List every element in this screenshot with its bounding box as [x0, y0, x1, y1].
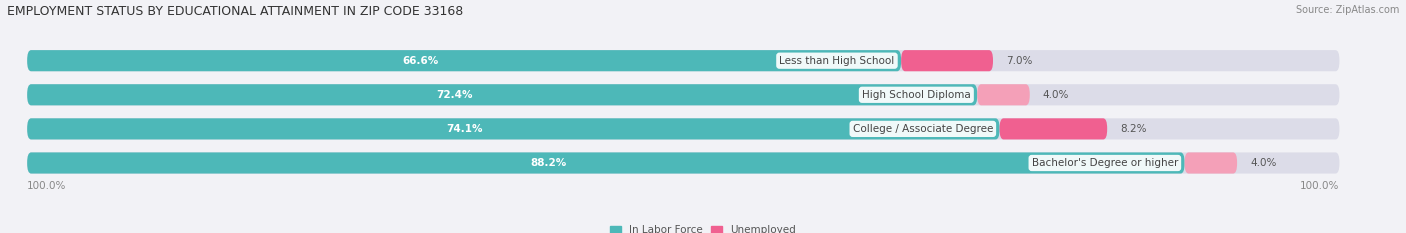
FancyBboxPatch shape	[901, 50, 993, 71]
FancyBboxPatch shape	[977, 84, 1029, 105]
FancyBboxPatch shape	[27, 50, 901, 71]
Text: 74.1%: 74.1%	[447, 124, 484, 134]
Text: 100.0%: 100.0%	[27, 181, 66, 191]
Text: 100.0%: 100.0%	[1301, 181, 1340, 191]
Text: 72.4%: 72.4%	[436, 90, 472, 100]
Text: Source: ZipAtlas.com: Source: ZipAtlas.com	[1295, 5, 1399, 15]
Text: 66.6%: 66.6%	[402, 56, 439, 66]
Text: Less than High School: Less than High School	[779, 56, 894, 66]
FancyBboxPatch shape	[27, 118, 1340, 140]
FancyBboxPatch shape	[1000, 118, 1107, 140]
Text: College / Associate Degree: College / Associate Degree	[852, 124, 993, 134]
FancyBboxPatch shape	[27, 84, 977, 105]
FancyBboxPatch shape	[27, 84, 1340, 105]
Text: EMPLOYMENT STATUS BY EDUCATIONAL ATTAINMENT IN ZIP CODE 33168: EMPLOYMENT STATUS BY EDUCATIONAL ATTAINM…	[7, 5, 464, 18]
Legend: In Labor Force, Unemployed: In Labor Force, Unemployed	[606, 221, 800, 233]
FancyBboxPatch shape	[27, 50, 1340, 71]
Text: Bachelor's Degree or higher: Bachelor's Degree or higher	[1032, 158, 1178, 168]
FancyBboxPatch shape	[27, 152, 1340, 174]
Text: High School Diploma: High School Diploma	[862, 90, 970, 100]
FancyBboxPatch shape	[1185, 152, 1237, 174]
Text: 88.2%: 88.2%	[530, 158, 567, 168]
FancyBboxPatch shape	[27, 152, 1185, 174]
Text: 7.0%: 7.0%	[1007, 56, 1032, 66]
Text: 4.0%: 4.0%	[1250, 158, 1277, 168]
Text: 4.0%: 4.0%	[1043, 90, 1069, 100]
FancyBboxPatch shape	[27, 118, 1000, 140]
Text: 8.2%: 8.2%	[1121, 124, 1147, 134]
